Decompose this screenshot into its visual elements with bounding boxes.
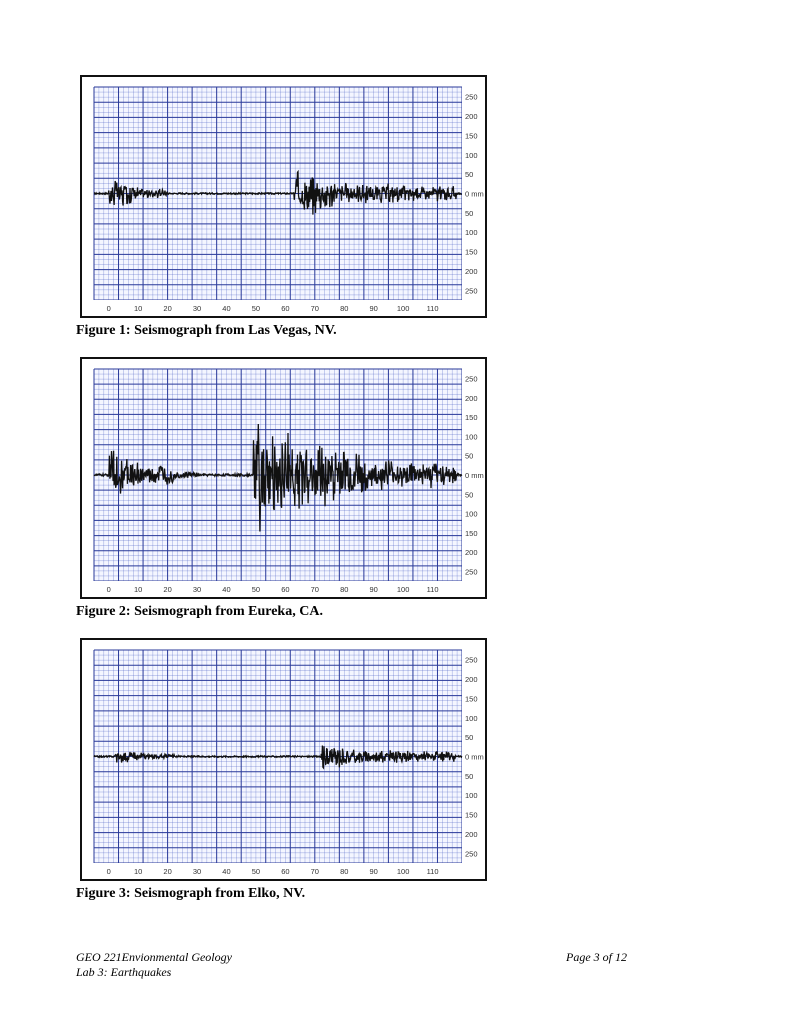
footer-course: GEO 221Envionmental Geology	[76, 950, 232, 964]
y-tick-label: 250	[465, 93, 478, 102]
seismic-trace	[93, 169, 463, 215]
label-strip	[462, 87, 485, 300]
y-tick-label: 100	[465, 791, 478, 800]
x-tick-label: 70	[311, 867, 319, 876]
x-tick-label: 100	[397, 585, 410, 594]
x-tick-label: 60	[281, 304, 289, 313]
x-tick-label: 80	[340, 867, 348, 876]
axis-strip	[94, 863, 485, 879]
y-tick-label: 100	[465, 228, 478, 237]
x-tick-label: 30	[193, 304, 201, 313]
y-tick-label: 250	[465, 375, 478, 384]
x-tick-label: 60	[281, 867, 289, 876]
axis-strip	[94, 300, 485, 316]
seismic-trace	[93, 745, 463, 770]
x-tick-label: 80	[340, 585, 348, 594]
y-tick-label: 50	[465, 170, 473, 179]
x-tick-label: 0	[107, 867, 111, 876]
x-tick-label: 90	[370, 585, 378, 594]
footer-page-number: Page 3 of 12	[566, 950, 627, 964]
x-tick-label: 100	[397, 304, 410, 313]
y-tick-label: 250	[465, 849, 478, 858]
x-tick-label: 70	[311, 304, 319, 313]
x-tick-label: 30	[193, 585, 201, 594]
y-tick-label: 150	[465, 413, 478, 422]
x-tick-label: 40	[222, 867, 230, 876]
y-tick-label: 100	[465, 432, 478, 441]
x-tick-label: 20	[163, 585, 171, 594]
y-tick-label: 50	[465, 733, 473, 742]
x-tick-label: 40	[222, 585, 230, 594]
x-tick-label: 30	[193, 867, 201, 876]
x-tick-label: 10	[134, 304, 142, 313]
seismograph-3: 250 200 150 100 50 0 mm 50 100 150 200 250 0 10 20 30 4…	[93, 649, 485, 879]
y-tick-label: 50	[465, 772, 473, 781]
y-tick-label: 150	[465, 529, 478, 538]
x-tick-label: 50	[252, 585, 260, 594]
x-tick-label: 60	[281, 585, 289, 594]
figure-2-chart: 250 200 150 100 50 0 mm 50 100 150 200 250 0 10 20 30 4…	[80, 357, 487, 599]
seismograph-1: 250 200 150 100 50 0 mm 50 100 150 200 250 0 10 20 30 4…	[93, 86, 485, 316]
y-zero-label: 0 mm	[465, 190, 484, 199]
label-strip	[462, 369, 485, 581]
y-tick-label: 200	[465, 112, 478, 121]
x-tick-label: 90	[370, 304, 378, 313]
y-tick-label: 150	[465, 248, 478, 257]
seismograph-2: 250 200 150 100 50 0 mm 50 100 150 200 250 0 10 20 30 4…	[93, 368, 485, 597]
x-tick-label: 100	[397, 867, 410, 876]
y-tick-label: 200	[465, 830, 478, 839]
x-tick-label: 0	[107, 304, 111, 313]
x-tick-label: 10	[134, 585, 142, 594]
y-tick-label: 50	[465, 209, 473, 218]
y-tick-label: 200	[465, 548, 478, 557]
y-zero-label: 0 mm	[465, 753, 484, 762]
x-tick-label: 0	[107, 585, 111, 594]
x-tick-label: 20	[163, 304, 171, 313]
x-tick-label: 20	[163, 867, 171, 876]
figure-2-caption: Figure 2: Seismograph from Eureka, CA.	[76, 604, 323, 619]
y-zero-label: 0 mm	[465, 471, 484, 480]
x-tick-label: 110	[427, 304, 439, 313]
y-tick-label: 100	[465, 510, 478, 519]
y-tick-label: 150	[465, 131, 478, 140]
label-strip	[462, 650, 485, 863]
x-tick-label: 110	[427, 585, 439, 594]
x-tick-label: 40	[222, 304, 230, 313]
y-tick-label: 50	[465, 490, 473, 499]
x-tick-label: 10	[134, 867, 142, 876]
axis-strip	[94, 581, 485, 597]
seismic-trace	[93, 423, 463, 532]
y-tick-label: 100	[465, 151, 478, 160]
y-tick-label: 200	[465, 267, 478, 276]
figure-1-caption: Figure 1: Seismograph from Las Vegas, NV…	[76, 323, 337, 338]
y-tick-label: 100	[465, 714, 478, 723]
x-tick-label: 90	[370, 867, 378, 876]
figure-3-chart: 250 200 150 100 50 0 mm 50 100 150 200 250 0 10 20 30 4…	[80, 638, 487, 881]
y-tick-label: 50	[465, 452, 473, 461]
x-tick-label: 70	[311, 585, 319, 594]
y-tick-label: 150	[465, 811, 478, 820]
x-tick-label: 80	[340, 304, 348, 313]
figure-3-caption: Figure 3: Seismograph from Elko, NV.	[76, 886, 306, 901]
y-tick-label: 250	[465, 286, 478, 295]
y-tick-label: 200	[465, 675, 478, 684]
x-tick-label: 110	[427, 867, 439, 876]
grid	[93, 649, 463, 864]
y-tick-label: 200	[465, 394, 478, 403]
footer-lab: Lab 3: Earthquakes	[76, 965, 172, 979]
y-tick-label: 150	[465, 694, 478, 703]
x-tick-label: 50	[252, 867, 260, 876]
figure-1-chart: 250 200 150 100 50 0 mm 50 100 150 200 250 0 10 20 30 4…	[80, 75, 487, 318]
y-tick-label: 250	[465, 567, 478, 576]
footer-left: GEO 221Envionmental Geology Lab 3: Earth…	[76, 950, 232, 980]
x-tick-label: 50	[252, 304, 260, 313]
y-tick-label: 250	[465, 656, 478, 665]
